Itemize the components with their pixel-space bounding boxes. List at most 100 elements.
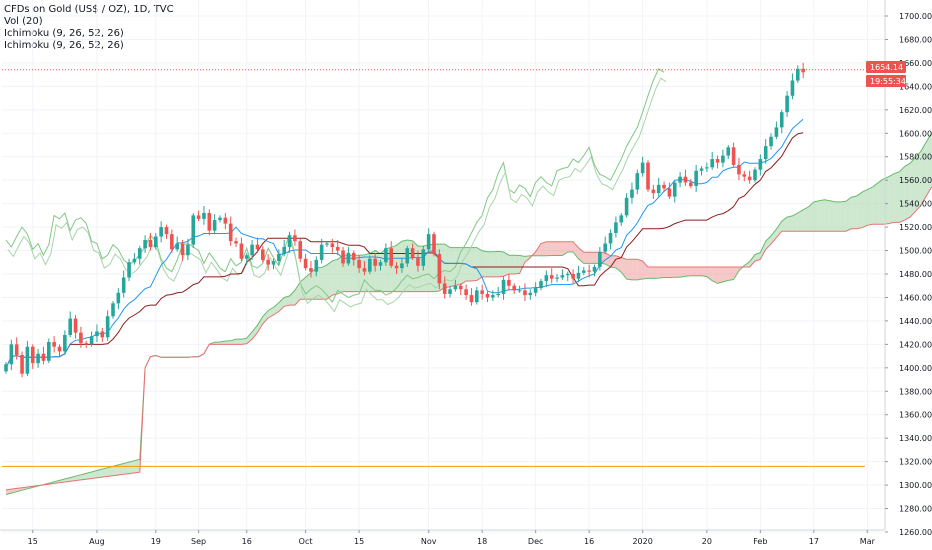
candle[interactable]: [448, 285, 452, 298]
candle[interactable]: [475, 286, 479, 305]
candle[interactable]: [737, 157, 741, 181]
candle[interactable]: [662, 181, 666, 192]
candle[interactable]: [560, 269, 565, 280]
candle[interactable]: [228, 216, 233, 246]
candle[interactable]: [592, 264, 597, 277]
candle[interactable]: [432, 231, 436, 257]
candle[interactable]: [517, 285, 522, 293]
candle[interactable]: [587, 264, 591, 278]
candle[interactable]: [528, 289, 533, 300]
candle[interactable]: [683, 169, 688, 187]
candle[interactable]: [790, 73, 795, 100]
candle[interactable]: [325, 241, 329, 248]
candle[interactable]: [421, 245, 426, 271]
candle[interactable]: [710, 152, 714, 170]
horizontal-line[interactable]: [2, 69, 885, 467]
candle[interactable]: [464, 284, 468, 300]
candle[interactable]: [731, 142, 736, 168]
ichimoku-indicator-label[interactable]: Ichimoku (9, 26, 52, 26): [4, 28, 124, 39]
candle[interactable]: [148, 232, 153, 251]
candle[interactable]: [357, 255, 361, 273]
candle[interactable]: [175, 236, 179, 252]
candle[interactable]: [603, 236, 607, 255]
candle[interactable]: [63, 330, 67, 355]
candle[interactable]: [758, 154, 763, 176]
candle[interactable]: [303, 254, 308, 271]
candle[interactable]: [20, 351, 24, 378]
candle[interactable]: [196, 210, 201, 222]
candle[interactable]: [255, 237, 260, 253]
candle[interactable]: [266, 254, 270, 271]
candle[interactable]: [678, 171, 682, 188]
candle[interactable]: [9, 339, 14, 371]
candle[interactable]: [378, 259, 383, 271]
candle[interactable]: [699, 166, 704, 176]
time-axis[interactable]: 15 Aug 19 Sep 16 Oct 15 Nov 18 Dec 16 2020 20 Feb 17 Ma…: [0, 529, 885, 546]
candle[interactable]: [132, 252, 137, 265]
candle[interactable]: [100, 327, 105, 343]
candle[interactable]: [159, 221, 163, 243]
candle[interactable]: [442, 276, 447, 299]
candle[interactable]: [298, 238, 303, 263]
candle[interactable]: [512, 283, 517, 294]
candle[interactable]: [335, 239, 340, 256]
candle[interactable]: [689, 179, 693, 189]
candle[interactable]: [769, 133, 773, 150]
candle[interactable]: [277, 249, 281, 265]
candle[interactable]: [715, 155, 720, 169]
candle[interactable]: [170, 229, 174, 253]
candle[interactable]: [186, 238, 190, 260]
candle[interactable]: [533, 282, 538, 297]
candle[interactable]: [223, 213, 228, 230]
candle[interactable]: [614, 216, 618, 238]
candle[interactable]: [373, 252, 377, 272]
candle[interactable]: [73, 315, 78, 339]
candle[interactable]: [742, 170, 747, 182]
candle[interactable]: [330, 238, 335, 253]
candle[interactable]: [368, 255, 372, 274]
candle[interactable]: [341, 247, 345, 267]
candle[interactable]: [261, 245, 265, 263]
candle[interactable]: [314, 256, 319, 277]
candle[interactable]: [721, 149, 725, 168]
candle[interactable]: [282, 239, 286, 257]
candle[interactable]: [523, 283, 527, 301]
candle[interactable]: [624, 193, 629, 218]
candle[interactable]: [491, 290, 495, 301]
candle[interactable]: [565, 271, 570, 282]
candle[interactable]: [116, 288, 121, 310]
candle[interactable]: [582, 266, 586, 276]
candle[interactable]: [571, 269, 575, 284]
candle[interactable]: [458, 283, 463, 296]
candle[interactable]: [485, 291, 490, 303]
candle[interactable]: [405, 245, 410, 267]
candle[interactable]: [41, 346, 46, 365]
candle[interactable]: [137, 245, 142, 265]
candle[interactable]: [608, 229, 613, 250]
candle[interactable]: [180, 239, 185, 262]
candle[interactable]: [57, 344, 62, 357]
candle[interactable]: [68, 311, 72, 338]
candle[interactable]: [239, 237, 244, 262]
symbol-title[interactable]: CFDs on Gold (US$ / OZ), 1D, TVC: [4, 4, 174, 15]
volume-indicator-label[interactable]: Vol (20): [4, 16, 43, 27]
candle[interactable]: [234, 237, 238, 248]
candle[interactable]: [36, 349, 40, 368]
candle[interactable]: [726, 145, 731, 160]
candle[interactable]: [640, 156, 645, 177]
candle[interactable]: [389, 241, 393, 269]
candle[interactable]: [164, 224, 169, 239]
candle[interactable]: [14, 337, 19, 360]
candle[interactable]: [95, 324, 99, 343]
candle[interactable]: [25, 340, 30, 377]
candle[interactable]: [705, 162, 709, 172]
candle[interactable]: [630, 182, 634, 204]
candle[interactable]: [672, 180, 677, 203]
candle[interactable]: [394, 262, 399, 274]
candle[interactable]: [384, 243, 388, 266]
candle[interactable]: [287, 231, 292, 253]
candle[interactable]: [747, 170, 752, 184]
candle[interactable]: [539, 278, 543, 291]
candle[interactable]: [555, 274, 559, 283]
